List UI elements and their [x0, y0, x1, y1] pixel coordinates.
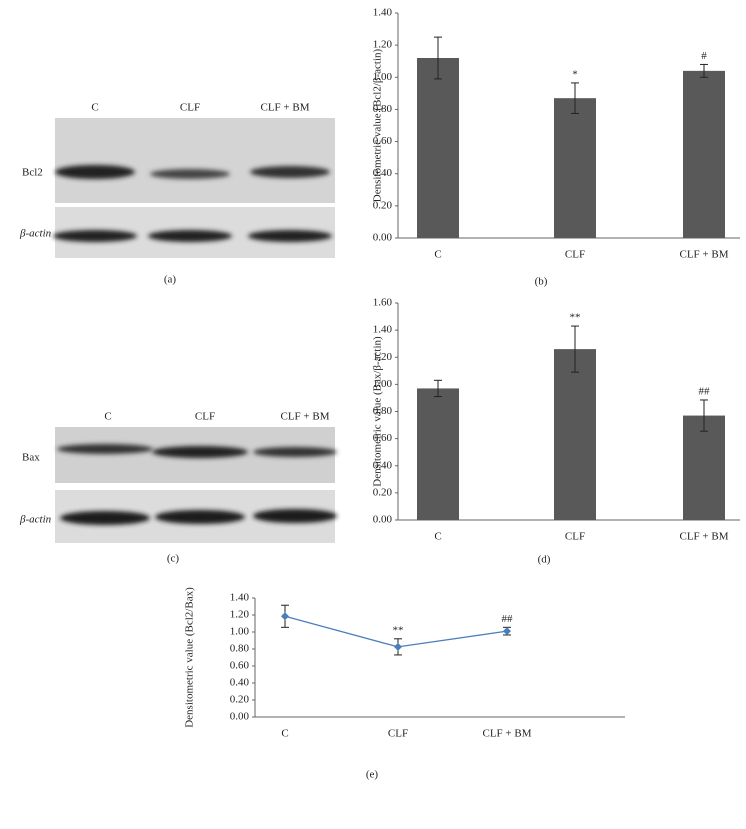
y-tick-label: 0.80: [373, 405, 393, 417]
y-axis-label: Densitometric value (Bax/β-actin): [372, 336, 384, 487]
lane-label: CLF + BM: [281, 411, 330, 423]
y-tick-label: 0.40: [373, 459, 393, 471]
lane-label: C: [91, 102, 98, 114]
y-tick-label: 0.60: [230, 660, 250, 672]
y-tick-label: 0.00: [373, 232, 393, 244]
blot-a: C CLF CLF + BM Bcl2 β-actin (a): [19, 102, 335, 286]
panel-label: (b): [535, 276, 548, 288]
bar: [683, 70, 725, 238]
row-label: Bax: [22, 452, 40, 464]
bar: [417, 388, 459, 520]
y-tick-label: 1.00: [230, 626, 250, 638]
band: [53, 230, 137, 242]
x-tick-label: CLF + BM: [680, 249, 729, 261]
panel-label: (d): [538, 554, 551, 566]
blot-membrane: [55, 118, 335, 203]
x-tick-label: CLF: [388, 728, 408, 740]
bar: [683, 415, 725, 520]
band: [248, 230, 332, 242]
y-tick-label: 0.20: [373, 486, 393, 498]
y-tick-label: 0.00: [230, 711, 250, 723]
lane-label: C: [104, 411, 111, 423]
x-tick-label: CLF + BM: [680, 531, 729, 543]
band: [148, 230, 232, 242]
bar: [554, 98, 596, 238]
marker: [394, 642, 402, 651]
band: [155, 510, 245, 524]
y-tick-label: 1.20: [373, 351, 393, 363]
significance-label: ##: [699, 386, 711, 398]
y-axis-label: Densitometric value (Bcl2/β-actin): [372, 48, 384, 202]
panel-label: (c): [167, 553, 180, 565]
lane-label: CLF: [195, 411, 215, 423]
panel-label: (a): [164, 274, 177, 286]
y-tick-label: 0.20: [373, 199, 393, 211]
band: [60, 511, 150, 525]
x-tick-label: CLF: [565, 249, 585, 261]
y-tick-label: 0.00: [373, 514, 393, 526]
marker: [281, 612, 289, 621]
y-tick-label: 0.40: [373, 167, 393, 179]
band: [253, 447, 337, 457]
x-tick-label: C: [281, 728, 288, 740]
y-tick-label: 1.20: [373, 39, 393, 51]
significance-label: #: [701, 50, 707, 62]
row-label: Bcl2: [22, 167, 43, 179]
significance-label: **: [393, 624, 404, 636]
significance-label: ##: [502, 613, 514, 625]
band: [55, 165, 135, 179]
marker: [503, 627, 511, 636]
y-tick-label: 1.00: [373, 71, 393, 83]
y-tick-label: 1.40: [230, 592, 250, 604]
bar: [554, 349, 596, 520]
y-tick-label: 1.00: [373, 378, 393, 390]
x-tick-label: C: [434, 531, 441, 543]
x-tick-label: CLF + BM: [483, 728, 532, 740]
band: [150, 169, 230, 179]
y-tick-label: 0.80: [373, 103, 393, 115]
row-label: β-actin: [19, 228, 52, 240]
y-tick-label: 1.20: [230, 609, 250, 621]
y-tick-label: 0.20: [230, 694, 250, 706]
x-tick-label: CLF: [565, 531, 585, 543]
band: [152, 446, 248, 458]
blot-c: C CLF CLF + BM Bax β-actin (c): [19, 411, 337, 565]
y-tick-label: 0.80: [230, 643, 250, 655]
row-label: β-actin: [19, 514, 52, 526]
lane-label: CLF: [180, 102, 200, 114]
y-tick-label: 1.60: [373, 297, 393, 309]
y-tick-label: 1.40: [373, 7, 393, 19]
y-tick-label: 0.40: [230, 677, 250, 689]
y-tick-label: 0.60: [373, 432, 393, 444]
y-tick-label: 1.40: [373, 324, 393, 336]
bar: [417, 58, 459, 238]
significance-label: *: [572, 68, 578, 80]
band: [250, 166, 330, 178]
y-tick-label: 0.60: [373, 135, 393, 147]
y-axis-label: Densitometric value (Bcl2/Bax): [184, 587, 196, 728]
band: [253, 509, 337, 523]
panel-label: (e): [366, 769, 379, 781]
lane-label: CLF + BM: [261, 102, 310, 114]
band: [57, 444, 153, 454]
significance-label: **: [570, 312, 581, 324]
x-tick-label: C: [434, 249, 441, 261]
